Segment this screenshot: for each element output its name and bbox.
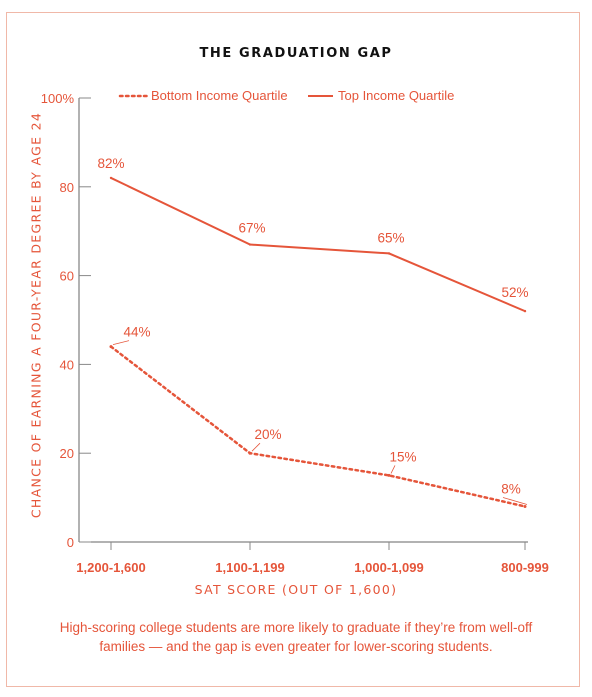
y-tick-label: 100% (41, 91, 75, 106)
series-line-top-income (110, 177, 526, 313)
y-tick-label: 40 (60, 357, 74, 372)
data-label-leader (502, 497, 528, 505)
data-point-top (523, 309, 527, 313)
x-tick-label: 1,000-1,099 (354, 560, 423, 575)
data-point-bottom (523, 504, 527, 508)
data-point-bottom (387, 473, 391, 477)
data-label-top: 67% (238, 221, 265, 236)
data-point-top (109, 176, 113, 180)
chart-frame (6, 12, 580, 687)
data-label-bottom: 15% (389, 449, 416, 464)
data-point-top (248, 243, 252, 246)
data-label-bottom: 44% (123, 325, 150, 340)
data-label-leader (112, 340, 130, 346)
data-label-top: 82% (97, 156, 124, 171)
y-tick-label: 20 (60, 446, 74, 461)
data-label-leader (390, 465, 396, 474)
data-label-leader (251, 442, 261, 452)
y-tick-label: 0 (67, 535, 74, 550)
legend-label-bottom: Bottom Income Quartile (151, 88, 288, 103)
chart-caption: High-scoring college students are more l… (59, 620, 533, 654)
data-point-top (387, 252, 391, 255)
data-label-top: 65% (377, 230, 404, 245)
x-tick-label: 800-999 (501, 560, 549, 575)
x-tick-label: 1,200-1,600 (76, 560, 145, 575)
data-point-bottom (109, 345, 113, 349)
x-axis-label: SAT SCORE (OUT OF 1,600) (194, 582, 398, 597)
chart-title: THE GRADUATION GAP (199, 46, 393, 61)
data-label-bottom: 8% (501, 481, 521, 496)
series-line-bottom-income (109, 345, 527, 508)
legend-label-top: Top Income Quartile (338, 88, 454, 103)
data-point-bottom (248, 451, 252, 455)
y-tick-label: 80 (60, 180, 74, 195)
data-label-bottom: 20% (254, 427, 281, 442)
y-tick-label: 60 (60, 269, 74, 284)
x-tick-label: 1,100-1,199 (215, 560, 284, 575)
data-label-top: 52% (501, 285, 528, 300)
